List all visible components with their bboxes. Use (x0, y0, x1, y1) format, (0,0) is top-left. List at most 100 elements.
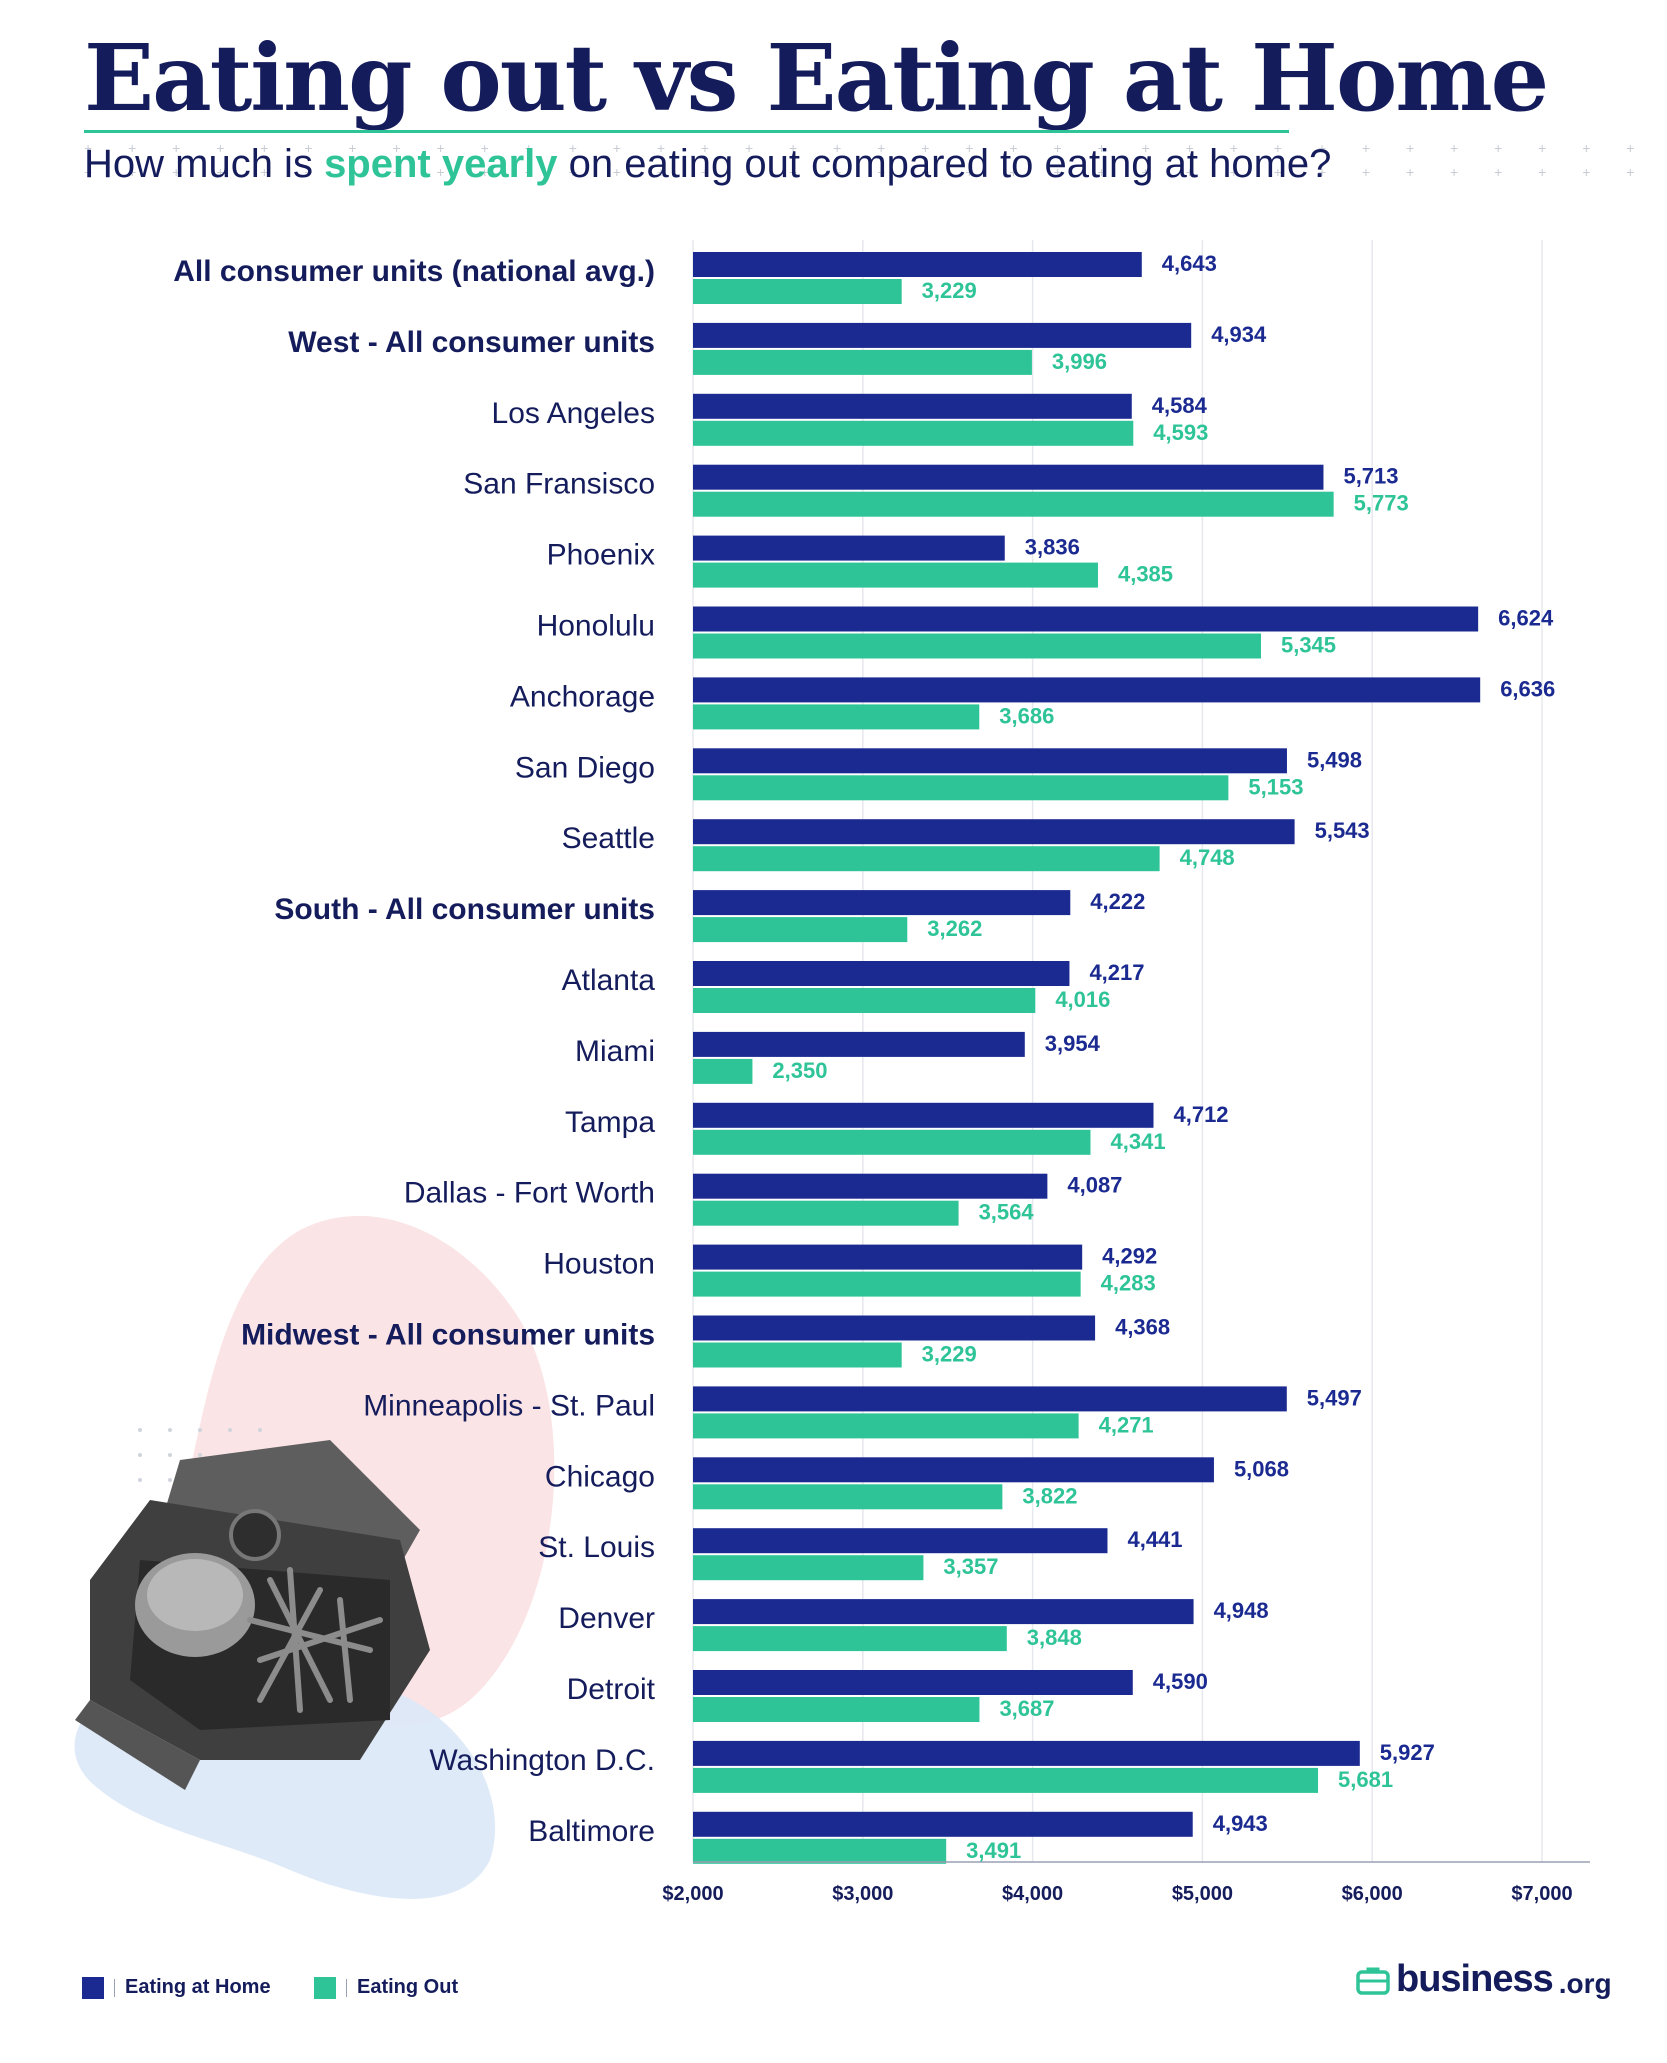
legend-out: Eating Out (314, 1976, 458, 1999)
bar-eating-at-home (693, 1811, 1193, 1837)
bar-eating-out (693, 491, 1334, 517)
value-label-home: 4,441 (1127, 1527, 1182, 1552)
category-label: Washington D.C. (429, 1744, 655, 1777)
category-label: San Fransisco (463, 468, 655, 501)
chart-bars (693, 252, 1481, 1864)
x-tick-label: $7,000 (1511, 1883, 1572, 1905)
bar-eating-at-home (693, 252, 1142, 277)
legend-swatch-out (314, 1976, 336, 1999)
value-label-home: 4,934 (1211, 322, 1267, 347)
bar-eating-out (693, 704, 980, 730)
bar-eating-out (693, 1555, 924, 1581)
subtitle-highlight: spent yearly (324, 142, 558, 186)
value-label-out: 5,345 (1281, 633, 1336, 658)
bar-eating-at-home (693, 890, 1071, 916)
brand-name: business (1396, 1958, 1554, 2000)
x-tick-label: $4,000 (1002, 1883, 1063, 1905)
food-illustration (74, 1215, 555, 1899)
brand-tld: .org (1558, 1967, 1612, 1999)
value-label-out: 3,822 (1022, 1483, 1077, 1508)
subtitle-text-after: on eating out compared to eating at home… (557, 142, 1332, 186)
value-label-home: 4,590 (1153, 1669, 1208, 1694)
category-label: Phoenix (547, 539, 655, 572)
value-label-out: 3,262 (927, 916, 982, 941)
value-label-home: 4,712 (1173, 1102, 1228, 1127)
x-tick-label: $5,000 (1172, 1883, 1233, 1905)
x-tick-label: $3,000 (832, 1883, 893, 1905)
value-label-home: 3,836 (1025, 535, 1080, 560)
bar-eating-at-home (693, 535, 1005, 561)
subtitle-text-before: How much is (84, 142, 325, 186)
value-label-home: 4,643 (1162, 251, 1217, 276)
category-label: Midwest - All consumer units (241, 1319, 655, 1352)
value-label-home: 3,954 (1045, 1031, 1101, 1056)
bar-eating-at-home (693, 1457, 1214, 1483)
bar-eating-at-home (693, 748, 1287, 774)
chart-x-axis: $2,000 $3,000 $4,000 $5,000 $6,000 $7,000 (662, 1861, 1590, 1905)
value-label-home: 5,543 (1315, 818, 1370, 843)
category-label: Anchorage (510, 680, 655, 713)
title-underline (84, 130, 1289, 133)
value-label-home: 5,498 (1307, 747, 1362, 772)
value-label-out: 5,773 (1354, 491, 1409, 516)
bar-eating-at-home (693, 1599, 1194, 1625)
value-label-out: 3,357 (943, 1554, 998, 1579)
value-label-out: 3,229 (922, 278, 977, 303)
value-label-home: 4,292 (1102, 1244, 1157, 1269)
bar-eating-out (693, 1129, 1091, 1155)
bar-eating-out (693, 1626, 1007, 1652)
value-label-out: 4,385 (1118, 562, 1173, 587)
bar-eating-out (693, 1484, 1003, 1510)
category-label: Denver (558, 1602, 655, 1635)
bar-eating-out (693, 775, 1229, 801)
value-label-out: 3,996 (1052, 349, 1107, 374)
value-label-home: 4,584 (1152, 393, 1208, 418)
legend-separator (346, 1978, 347, 1997)
category-label: South - All consumer units (274, 893, 655, 926)
bar-eating-at-home (693, 1102, 1154, 1128)
category-label: San Diego (515, 751, 655, 784)
bar-eating-out (693, 420, 1134, 446)
value-label-home: 5,497 (1307, 1385, 1362, 1410)
bar-eating-out (693, 633, 1261, 659)
value-label-home: 4,368 (1115, 1315, 1170, 1340)
bar-eating-out (693, 562, 1098, 588)
decorative-dots-top: + + + + + + + + + + + + + + + + + + + + … (84, 140, 1651, 180)
bar-eating-out (693, 1271, 1081, 1297)
bar-eating-at-home (693, 1386, 1287, 1412)
value-label-out: 3,491 (966, 1838, 1021, 1863)
category-label: Los Angeles (492, 397, 655, 430)
bar-eating-at-home (693, 1740, 1360, 1766)
x-tick-label: $2,000 (662, 1883, 723, 1905)
chart-labels: All consumer units (national avg.) 4,643 3… (173, 251, 1555, 1863)
bar-eating-out (693, 1697, 980, 1722)
category-label: Tampa (565, 1106, 655, 1139)
x-tick-label: $6,000 (1342, 1883, 1403, 1905)
value-label-out: 4,271 (1099, 1412, 1154, 1437)
bar-eating-at-home (693, 1528, 1108, 1554)
category-label: St. Louis (538, 1531, 655, 1564)
value-label-out: 2,350 (772, 1058, 827, 1083)
bar-eating-out (693, 1767, 1319, 1793)
legend-label-home: Eating at Home (125, 1976, 271, 1998)
bar-eating-at-home (693, 322, 1192, 348)
category-label: Seattle (562, 822, 655, 855)
category-label: Houston (543, 1248, 655, 1281)
value-label-out: 3,686 (999, 703, 1054, 728)
bar-eating-at-home (693, 677, 1481, 703)
category-label: Honolulu (537, 610, 655, 643)
bar-eating-at-home (693, 1031, 1025, 1057)
value-label-out: 4,593 (1153, 420, 1208, 445)
category-label: Miami (575, 1035, 655, 1068)
category-label: Minneapolis - St. Paul (363, 1389, 655, 1422)
legend-swatch-home (82, 1976, 104, 1999)
category-label: Atlanta (562, 964, 656, 997)
bar-eating-at-home (693, 393, 1132, 419)
value-label-out: 4,283 (1101, 1271, 1156, 1296)
legend-home: Eating at Home (82, 1976, 271, 1999)
value-label-home: 5,068 (1234, 1456, 1289, 1481)
briefcase-icon (1356, 1967, 1390, 1995)
category-label: All consumer units (national avg.) (173, 255, 655, 288)
value-label-home: 5,713 (1343, 464, 1398, 489)
